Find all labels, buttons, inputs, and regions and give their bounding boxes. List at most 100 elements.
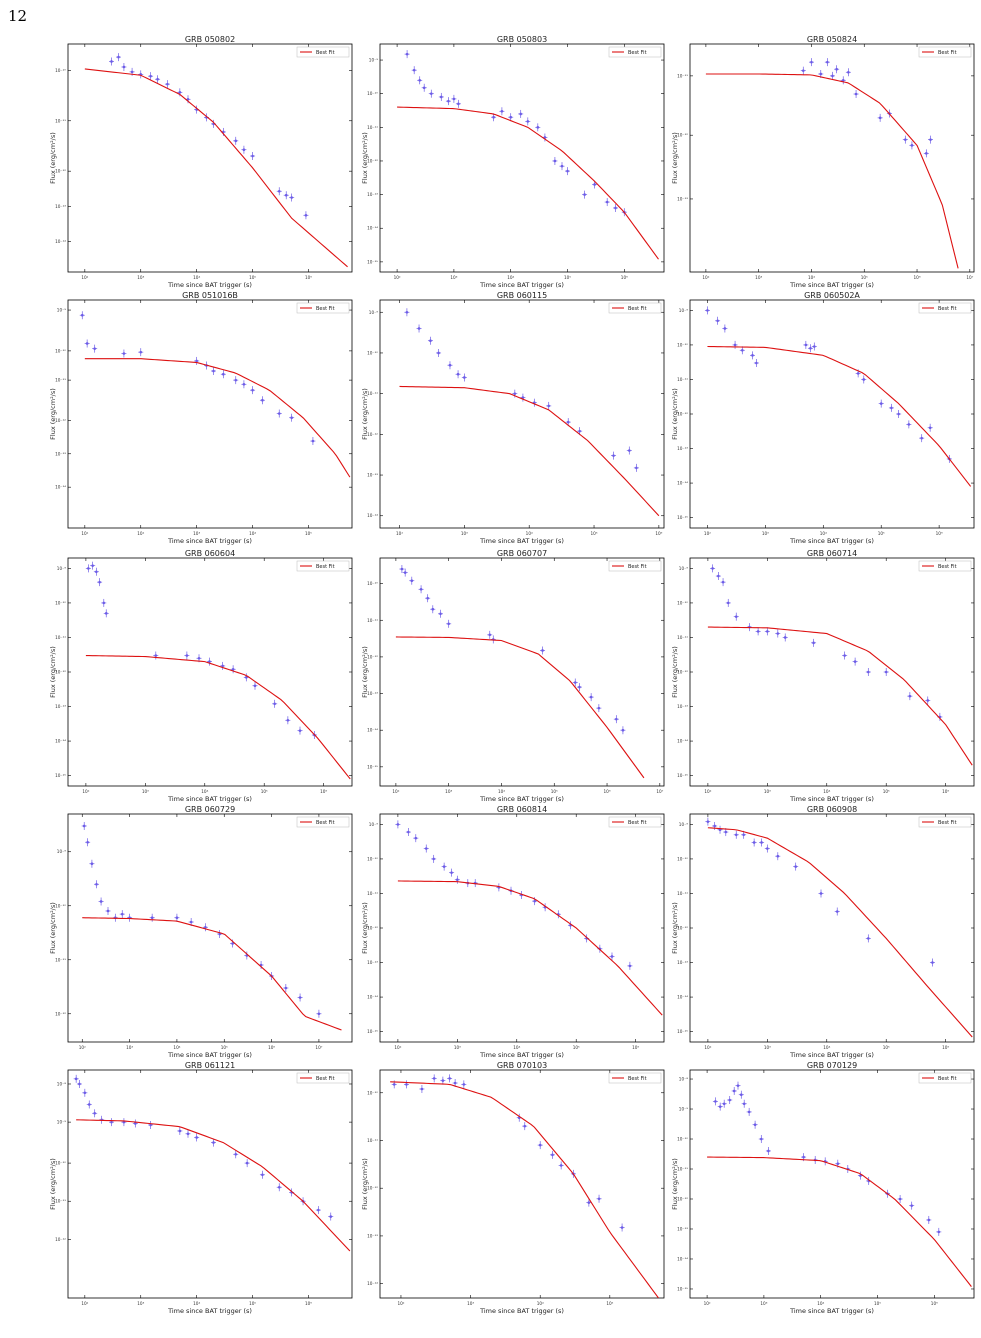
- chart-panel: GRB 060502A 10² 10³ 10⁴ 10⁵ 10⁶ 10⁻⁹ 10⁻¹⁰ 10⁻¹¹…: [671, 291, 975, 545]
- data-point: [220, 661, 226, 670]
- data-point: [184, 651, 190, 660]
- data-point: [720, 578, 726, 587]
- data-point: [546, 401, 552, 410]
- data-point: [906, 420, 912, 429]
- data-point: [446, 619, 452, 628]
- y-tick-label: 10⁻¹²: [55, 169, 66, 174]
- y-tick-label: 10⁻⁹: [57, 1120, 67, 1125]
- data-point: [241, 380, 247, 389]
- data-point: [185, 1129, 191, 1138]
- y-tick-label: 10⁻¹⁰: [55, 1161, 66, 1166]
- y-tick-label: 10⁻¹¹: [55, 378, 66, 383]
- y-tick-label: 10⁻¹²: [367, 158, 378, 163]
- x-tick-label: 10³: [126, 1045, 133, 1050]
- chart-panel: GRB 050824 10² 10³ 10⁴ 10⁵ 10⁶ 10⁷ 10⁻¹¹ 10⁻¹² 10…: [671, 35, 975, 289]
- data-point: [834, 907, 840, 916]
- x-axis-label: Time since BAT trigger (s): [789, 795, 874, 803]
- legend: Best Fit: [918, 560, 972, 572]
- y-tick-label: 10⁻¹⁰: [367, 1090, 378, 1095]
- data-point: [525, 117, 531, 126]
- x-tick-label: 10⁴: [537, 1301, 544, 1306]
- data-point: [431, 854, 437, 863]
- data-point: [596, 704, 602, 713]
- plot-area: [704, 306, 972, 487]
- data-point: [775, 852, 781, 861]
- y-tick-label: 10⁻¹⁰: [367, 856, 378, 861]
- data-point: [909, 1201, 915, 1210]
- data-point: [418, 585, 424, 594]
- data-point: [404, 308, 410, 317]
- data-point: [177, 1126, 183, 1135]
- data-point: [206, 657, 212, 666]
- best-fit-curve: [707, 1156, 972, 1287]
- data-point: [272, 699, 278, 708]
- data-point: [800, 66, 806, 75]
- data-point: [431, 1074, 437, 1083]
- data-point: [877, 113, 883, 122]
- y-tick-label: 10⁻⁹: [679, 308, 689, 313]
- y-axis-label: Flux (erg/cm²/s): [671, 1158, 679, 1210]
- data-point: [427, 336, 433, 345]
- y-tick-label: 10⁻⁹: [679, 1107, 689, 1112]
- data-point: [834, 65, 840, 74]
- data-point: [449, 868, 455, 877]
- data-point: [807, 344, 813, 353]
- y-tick-label: 10⁻¹¹: [55, 635, 66, 640]
- x-tick-label: 10⁵: [573, 1045, 580, 1050]
- data-point: [194, 356, 200, 365]
- data-point: [92, 1109, 98, 1118]
- y-tick-label: 10⁻⁹: [57, 849, 67, 854]
- data-point: [93, 567, 99, 576]
- x-tick-label: 10³: [137, 1301, 144, 1306]
- x-axis-label: Time since BAT trigger (s): [167, 1307, 252, 1315]
- data-point: [604, 198, 610, 207]
- data-point: [115, 53, 121, 62]
- data-point: [289, 413, 295, 422]
- x-tick-label: 10⁴: [820, 531, 827, 536]
- y-tick-label: 10⁻¹¹: [677, 891, 688, 896]
- y-tick-label: 10⁻¹⁰: [55, 68, 66, 73]
- chart-title: GRB 050824: [807, 35, 857, 44]
- legend-box: [296, 46, 350, 58]
- data-point: [522, 1122, 528, 1131]
- data-point: [715, 316, 721, 325]
- best-fit-curve: [397, 880, 663, 1016]
- data-point: [289, 193, 295, 202]
- data-point: [413, 834, 419, 843]
- axes-frame: [67, 299, 353, 529]
- y-tick-label: 10⁻¹³: [677, 196, 688, 201]
- legend-label: Best Fit: [628, 820, 647, 826]
- x-tick-label: 10³: [764, 1045, 771, 1050]
- x-tick-label: 10²: [81, 275, 88, 280]
- axes-frame: [67, 43, 353, 273]
- x-tick-label: 10⁷: [966, 275, 973, 280]
- data-point: [746, 1107, 752, 1116]
- data-point: [627, 961, 633, 970]
- data-point: [613, 715, 619, 724]
- chart-panel: GRB 060714 10² 10³ 10⁴ 10⁵ 10⁶ 10⁻⁹ 10⁻¹⁰ 10⁻¹¹ 1…: [671, 549, 975, 803]
- chart-title: GRB 060908: [807, 805, 857, 814]
- data-point: [440, 1076, 446, 1085]
- x-tick-label: 10²: [702, 275, 709, 280]
- chart-panel: GRB 060908 10² 10³ 10⁴ 10⁵ 10⁶ 10⁻⁹ 10⁻¹⁰ 10⁻¹¹ 1…: [671, 805, 975, 1059]
- data-point: [428, 89, 434, 98]
- y-tick-label: 10⁻¹⁴: [367, 226, 378, 231]
- legend: Best Fit: [296, 1072, 350, 1084]
- legend: Best Fit: [608, 816, 662, 828]
- data-point: [818, 889, 824, 898]
- x-tick-label: 10⁷: [656, 789, 663, 794]
- data-point: [93, 880, 99, 889]
- data-point: [750, 351, 756, 360]
- y-tick-label: 10⁻⁹: [369, 58, 379, 63]
- data-point: [297, 993, 303, 1002]
- y-tick-label: 10⁻¹²: [55, 1011, 66, 1016]
- chart-panel: GRB 050802 10² 10³ 10⁴ 10⁵ 10⁶ 10⁻¹⁰ 10⁻¹¹ 10⁻¹²…: [49, 35, 353, 289]
- data-point: [710, 564, 716, 573]
- legend: Best Fit: [296, 46, 350, 58]
- data-point: [586, 1198, 592, 1207]
- y-tick-label: 10⁻¹²: [55, 670, 66, 675]
- x-tick-label: 10⁴: [507, 275, 514, 280]
- data-point: [611, 451, 617, 460]
- data-point: [759, 838, 765, 847]
- axes-frame: [67, 1069, 353, 1299]
